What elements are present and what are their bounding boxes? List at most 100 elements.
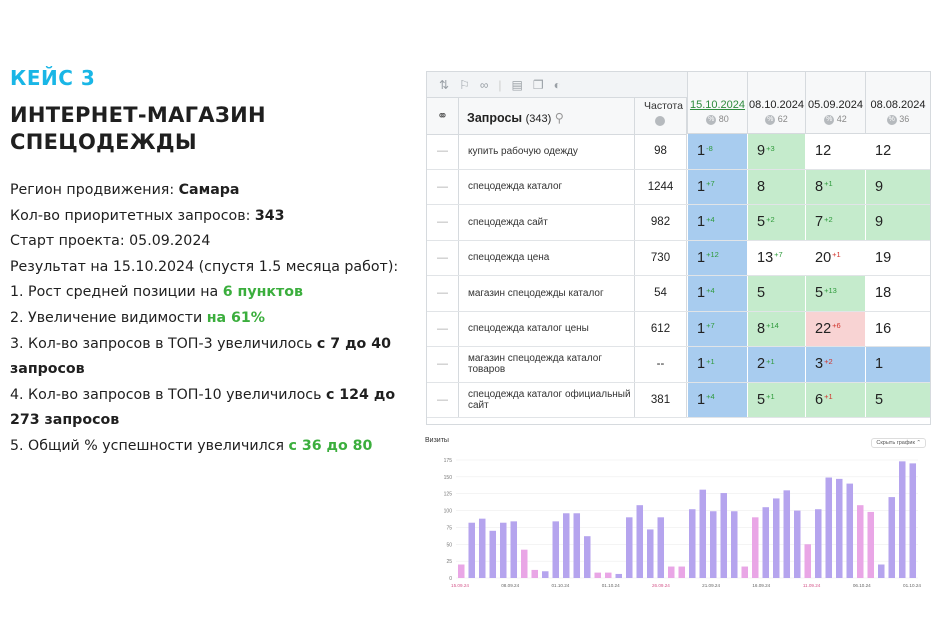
position-cell: 19: [865, 240, 930, 275]
row-drag-icon[interactable]: —: [427, 134, 459, 169]
case-description: КЕЙС 3 ИНТЕРНЕТ-МАГАЗИН СПЕЦОДЕЖДЫ Регио…: [10, 66, 420, 460]
date-column-header[interactable]: 05.09.2024% 42: [805, 72, 865, 134]
position-cell: 1 +4: [687, 205, 747, 240]
chevron-up-icon: ⌃: [916, 440, 921, 446]
query-cell: магазин спецодежды каталог: [459, 276, 635, 311]
link-icon[interactable]: ∞: [479, 77, 489, 92]
date-label: 15.10.2024: [689, 99, 746, 111]
freq-cell: 612: [635, 311, 687, 346]
table-row[interactable]: — магазин спецодежды каталог 54 1 +4 5 5 +13 18: [427, 276, 930, 312]
visits-bar: [762, 507, 770, 578]
position-change: +4: [706, 392, 715, 402]
position-change: +7: [706, 179, 715, 189]
position-value: 16: [875, 320, 892, 337]
visits-bar: [794, 510, 801, 578]
visits-bar: [783, 490, 791, 578]
row-drag-icon[interactable]: —: [427, 347, 459, 382]
table-toolbar: ⇅ ⚐ ∞ | ▤ ❐ ◐: [427, 72, 687, 98]
position-value: 5: [757, 214, 766, 231]
settings-icon[interactable]: ◐: [553, 77, 561, 92]
position-cell: 1 -8: [687, 134, 747, 169]
position-value: 5: [815, 285, 824, 302]
visits-bar: [909, 463, 917, 578]
position-cell: 12: [805, 134, 865, 169]
search-icon[interactable]: ⚲: [554, 111, 564, 125]
table-row[interactable]: — спецодежда каталог официальный сайт 381 1…: [427, 382, 930, 418]
start-line: Старт проекта: 05.09.2024: [10, 233, 211, 250]
columns-icon[interactable]: ⚐: [459, 77, 470, 92]
row-drag-icon[interactable]: —: [427, 276, 459, 311]
queries-column-header[interactable]: Запросы (343) ⚲: [459, 98, 635, 134]
position-value: 5: [757, 285, 766, 302]
position-value: 1: [697, 214, 706, 231]
position-cell: 6 +1: [805, 382, 865, 417]
position-cell: 9: [865, 205, 930, 240]
table-row[interactable]: — спецодежда каталог 1244 1 +7 8 8 +1 9: [427, 169, 930, 205]
sort-icon[interactable]: ⇅: [439, 77, 450, 92]
visits-bar: [573, 513, 581, 578]
position-cell: 5 +13: [805, 276, 865, 311]
export-icon[interactable]: ▤: [511, 77, 523, 92]
visits-bar: [857, 505, 864, 578]
result-item-4: 4. Кол-во запросов в ТОП-10 увеличилось …: [10, 386, 396, 429]
position-cell: 1 +1: [687, 347, 747, 382]
position-change: +13: [824, 285, 837, 295]
position-cell: 1 +4: [687, 276, 747, 311]
position-change: +14: [766, 321, 779, 331]
visits-bar: [510, 521, 518, 578]
globe-icon: [655, 116, 665, 126]
table-row[interactable]: — спецодежда цена 730 1 +12 13 +7 20 +1 19: [427, 240, 930, 276]
visits-bar: [731, 511, 738, 578]
visibility-value: 80: [716, 114, 729, 124]
table-row[interactable]: — спецодежда сайт 982 1 +4 5 +2 7 +2 9: [427, 205, 930, 241]
position-cell: 2 +1: [747, 347, 805, 382]
visits-bar: [888, 497, 896, 578]
copy-icon[interactable]: ❐: [532, 77, 544, 92]
position-cell: 16: [865, 311, 930, 346]
hide-chart-button[interactable]: Скрыть график ⌃: [871, 438, 926, 448]
visits-chart: Визиты Скрыть график ⌃ 175 150 125 100 75 50 2…: [424, 436, 928, 592]
visits-bar: [531, 569, 539, 578]
table-row[interactable]: — купить рабочую одежду 98 1 -8 9 +3 12 12: [427, 134, 930, 170]
chart-title: Визиты: [425, 437, 449, 444]
position-change: +4: [706, 285, 715, 295]
row-drag-icon[interactable]: —: [427, 382, 459, 417]
visibility-percent: % 62: [748, 114, 805, 125]
row-drag-icon[interactable]: —: [427, 205, 459, 240]
row-drag-icon[interactable]: —: [427, 311, 459, 346]
visits-bar: [478, 518, 486, 578]
position-change: +1: [766, 392, 775, 402]
date-label: 08.08.2024: [870, 99, 926, 111]
row-drag-icon[interactable]: —: [427, 240, 459, 275]
date-column-header[interactable]: 08.08.2024% 36: [865, 72, 930, 134]
position-cell: 3 +2: [805, 347, 865, 382]
position-value: 8: [757, 178, 766, 195]
x-tick-label: 01.10.24: [602, 583, 620, 588]
visits-bar: [846, 483, 854, 578]
query-cell: спецодежда каталог официальный сайт: [459, 382, 635, 417]
visits-bar: [668, 566, 675, 578]
row-drag-icon[interactable]: —: [427, 169, 459, 204]
date-column-header[interactable]: 15.10.2024% 80: [687, 72, 747, 134]
x-tick-label: 16.09.24: [752, 583, 770, 588]
position-change: +1: [832, 250, 841, 260]
table-row[interactable]: — спецодежда каталог цены 612 1 +7 8 +14 22 +6 16: [427, 311, 930, 347]
x-tick-label: 01.10.24: [903, 583, 921, 588]
x-tick-label: 01.10.24: [551, 583, 569, 588]
case-title-line2: СПЕЦОДЕЖДЫ: [10, 130, 197, 154]
position-change: +2: [824, 356, 833, 366]
position-change: +1: [824, 392, 833, 402]
position-value: 5: [757, 391, 766, 408]
position-value: 1: [697, 285, 706, 302]
x-tick-label: 06.10.24: [853, 583, 871, 588]
chain-link-icon[interactable]: ⚭: [437, 108, 448, 123]
visits-bar: [699, 489, 707, 578]
freq-cell: 982: [635, 205, 687, 240]
date-column-header[interactable]: 08.10.2024% 62: [747, 72, 805, 134]
position-value: 13: [757, 249, 774, 266]
freq-column-header[interactable]: Частота: [635, 98, 687, 134]
table-row[interactable]: — магазин спецодежда каталог товаров -- 1 +1…: [427, 347, 930, 383]
position-value: 3: [815, 356, 824, 373]
position-value: 1: [697, 320, 706, 337]
position-value: 9: [757, 143, 766, 160]
